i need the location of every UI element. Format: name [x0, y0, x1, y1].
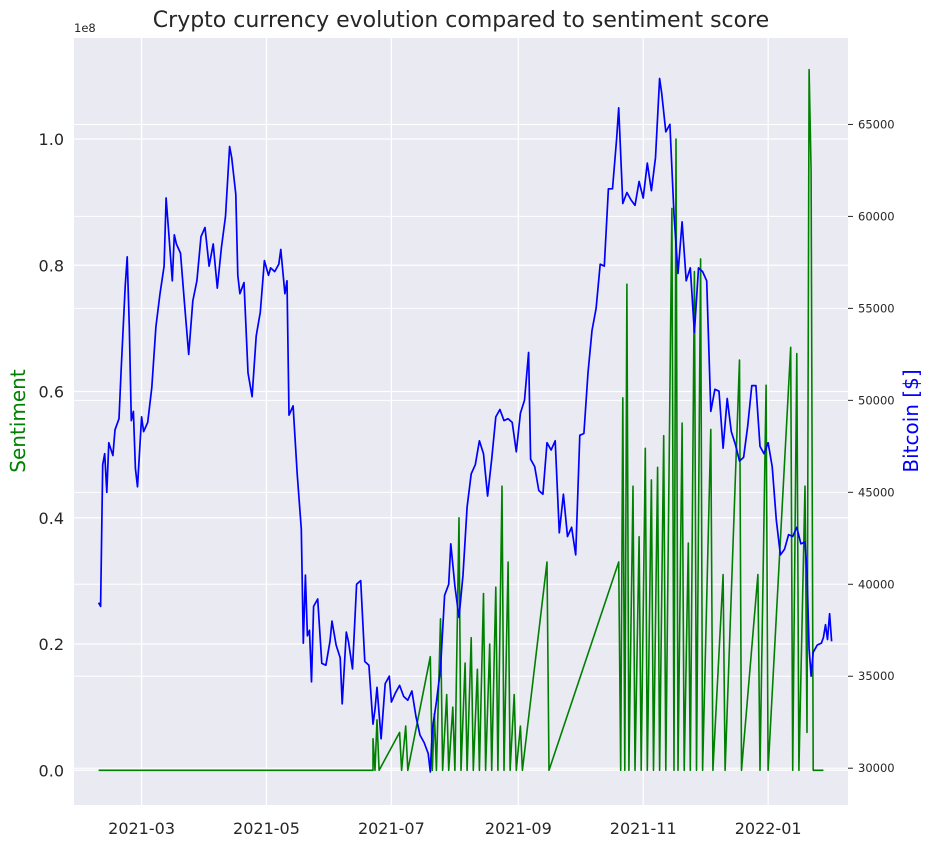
x-tick-label: 2021-09: [485, 819, 552, 838]
y-right-tick-label: 55000: [858, 301, 895, 315]
y-left-offset-text: 1e8: [74, 21, 96, 35]
x-tick-label: 2021-05: [233, 819, 300, 838]
y-right-tick-label: 40000: [858, 577, 895, 591]
chart-title: Crypto currency evolution compared to se…: [153, 8, 769, 33]
y-left-axis-ticks: 0.0 0.2 0.4 0.6 0.8 1.0: [39, 130, 64, 780]
y-right-tick-label: 60000: [858, 209, 895, 223]
sentiment-line: [98, 68, 824, 772]
y-left-tick-label: 0.4: [39, 509, 64, 528]
gridlines: [74, 38, 848, 805]
y-left-tick-label: 0.2: [39, 635, 64, 654]
y-left-tick-label: 0.6: [39, 383, 64, 402]
y-right-tick-label: 35000: [858, 669, 895, 683]
y-right-tick-label: 45000: [858, 485, 895, 499]
bitcoin-series: [97, 77, 833, 773]
x-axis-ticks: 2021-03 2021-05 2021-07 2021-09 2021-11 2022-…: [108, 819, 801, 838]
y-right-tick-label: 50000: [858, 393, 895, 407]
y-right-axis-ticks: 30000 35000 40000 45000 50000 55000 60000 65000: [848, 117, 895, 775]
y-right-axis-label: Bitcoin [$]: [899, 369, 923, 472]
y-left-axis-label: Sentiment: [6, 369, 30, 473]
x-tick-label: 2021-07: [358, 819, 425, 838]
sentiment-series: [98, 68, 824, 772]
y-left-tick-label: 0.0: [39, 761, 64, 780]
y-left-tick-label: 0.8: [39, 256, 64, 275]
x-tick-label: 2022-01: [735, 819, 802, 838]
y-right-tick-label: 65000: [858, 117, 895, 131]
x-tick-label: 2021-11: [610, 819, 677, 838]
x-tick-label: 2021-03: [108, 819, 175, 838]
y-left-tick-label: 1.0: [39, 130, 64, 149]
bitcoin-line: [97, 77, 833, 773]
y-right-tick-label: 30000: [858, 761, 895, 775]
